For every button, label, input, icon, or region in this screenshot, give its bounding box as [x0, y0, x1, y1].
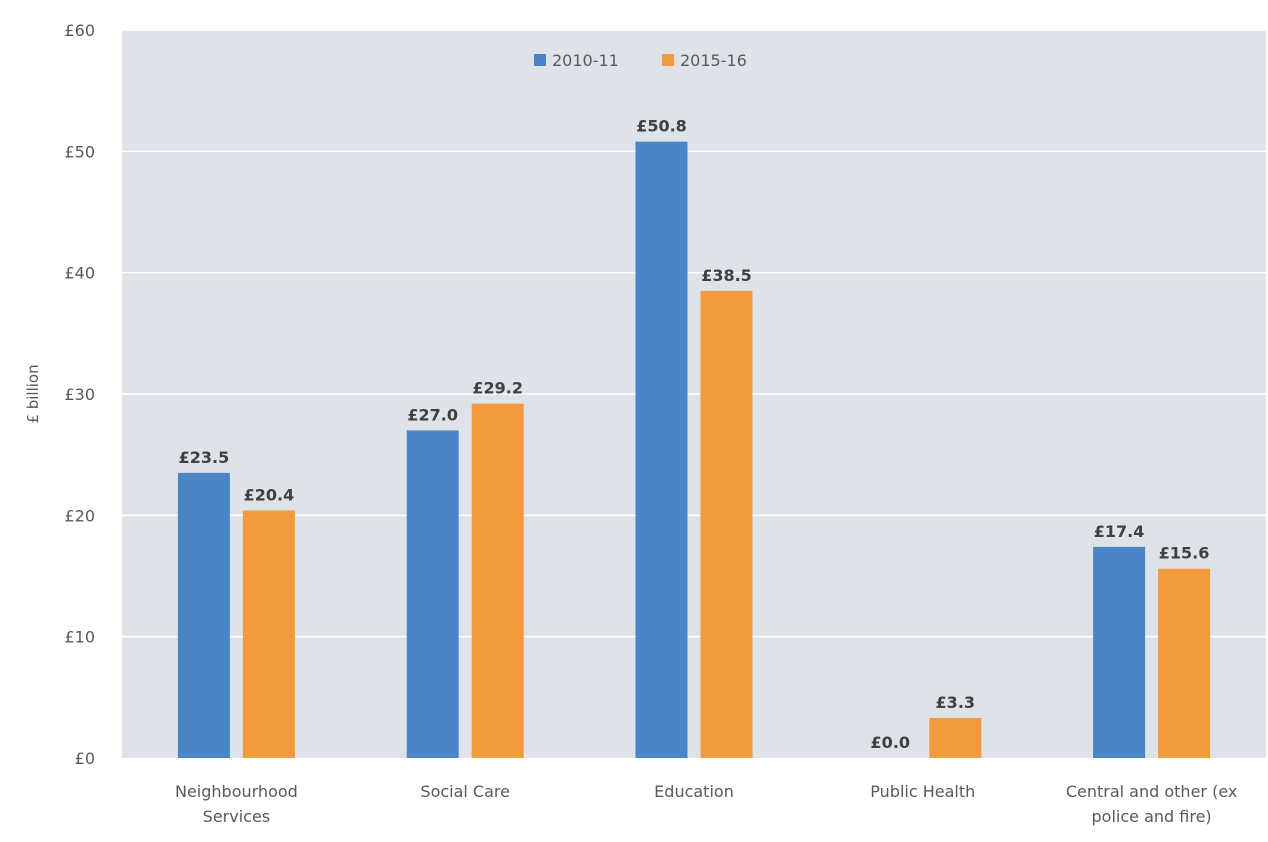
legend-label: 2010-11: [552, 51, 619, 70]
y-tick-label: £60: [64, 21, 95, 40]
data-label: £3.3: [936, 693, 975, 712]
data-label: £50.8: [636, 117, 687, 136]
legend-swatch: [534, 54, 546, 66]
bar-2015-16: [700, 290, 753, 758]
data-label: £15.6: [1159, 544, 1210, 563]
x-category-label: Central and other (ex police and fire): [1066, 782, 1238, 826]
data-label: £20.4: [244, 485, 295, 504]
x-category-label: Education: [654, 782, 734, 801]
bar-2010-11: [1093, 546, 1146, 758]
y-axis-ticks: £0 £10 £20 £30 £40 £50 £60: [64, 21, 95, 768]
data-label: £29.2: [472, 379, 523, 398]
x-category-label: Public Health: [870, 782, 975, 801]
y-tick-label: £40: [64, 264, 95, 283]
x-category-label: Social Care: [420, 782, 510, 801]
data-label: £17.4: [1094, 522, 1145, 541]
data-label: £0.0: [871, 733, 910, 752]
y-tick-label: £20: [64, 506, 95, 525]
x-axis-categories: Neighbourhood Services Social Care Educatio…: [175, 782, 1237, 826]
bar-2015-16: [1158, 568, 1211, 758]
legend-swatch: [662, 54, 674, 66]
y-tick-label: £10: [64, 628, 95, 647]
bar-2010-11: [406, 430, 459, 758]
bar-2010-11: [635, 141, 688, 759]
data-label: £27.0: [407, 405, 458, 424]
data-label: £23.5: [179, 448, 230, 467]
y-tick-label: £50: [64, 142, 95, 161]
gridlines: [122, 29, 1266, 638]
y-tick-label: £30: [64, 385, 95, 404]
bar-2015-16: [471, 403, 524, 758]
y-tick-label: £0: [75, 749, 95, 768]
data-label: £38.5: [701, 266, 752, 285]
bar-2015-16: [242, 510, 295, 758]
legend-label: 2015-16: [680, 51, 747, 70]
bar-2015-16: [929, 717, 982, 758]
bars: [177, 141, 1211, 759]
bar-2010-11: [177, 472, 230, 758]
data-labels: £23.5 £27.0 £50.8 £0.0 £17.4 £20.4 £29.2 £38.5 £…: [179, 117, 1210, 752]
y-axis-label: £ billion: [24, 364, 42, 423]
legend: 2010-11 2015-16: [534, 51, 747, 70]
x-category-label: Neighbourhood Services: [175, 782, 298, 826]
